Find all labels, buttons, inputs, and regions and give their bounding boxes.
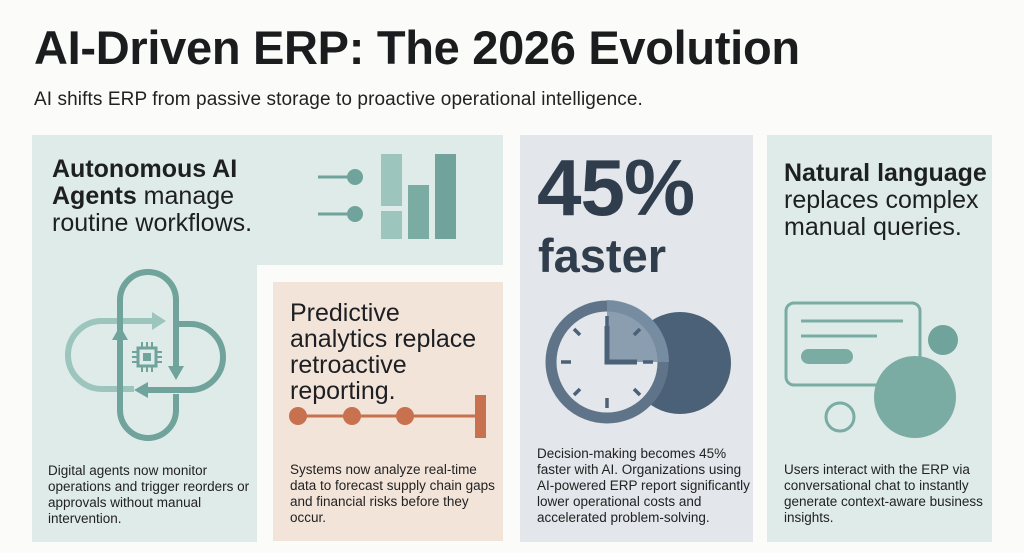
headline-bold: Autonomous AI Agents — [52, 155, 238, 210]
timeline-icon — [289, 395, 486, 438]
headline-bold: Natural language — [784, 159, 987, 187]
autonomous-agents-body: Digital agents now monitor operations an… — [48, 463, 250, 526]
faster-decisions-body: Decision-making becomes 45% faster with … — [537, 446, 750, 525]
card-predictive-analytics — [273, 282, 503, 541]
autonomous-agents-headline: Autonomous AI Agents manage routine work… — [52, 156, 292, 237]
card-autonomous-agents-lower — [32, 265, 257, 542]
natural-language-headline: Natural language replaces complex manual… — [784, 160, 989, 241]
predictive-analytics-headline: Predictive analytics replace retroactive… — [290, 299, 477, 405]
clock-icon — [545, 300, 731, 424]
headline-rest: replaces complex manual queries. — [784, 186, 979, 241]
page-subtitle: AI shifts ERP from passive storage to pr… — [34, 89, 643, 110]
natural-language-body: Users interact with the ERP via conversa… — [784, 462, 983, 525]
connector-bar-chart-icon — [318, 154, 456, 239]
predictive-analytics-body: Systems now analyze real-time data to fo… — [290, 462, 495, 525]
chat-window-icon — [784, 301, 958, 438]
headline-rest: manage routine workflows. — [52, 182, 253, 237]
stat-value: 45% — [537, 143, 695, 232]
page-title: AI-Driven ERP: The 2026 Evolution — [34, 21, 800, 74]
cycle-arrows-chip-icon — [65, 269, 226, 441]
stat-label: faster — [538, 229, 667, 282]
